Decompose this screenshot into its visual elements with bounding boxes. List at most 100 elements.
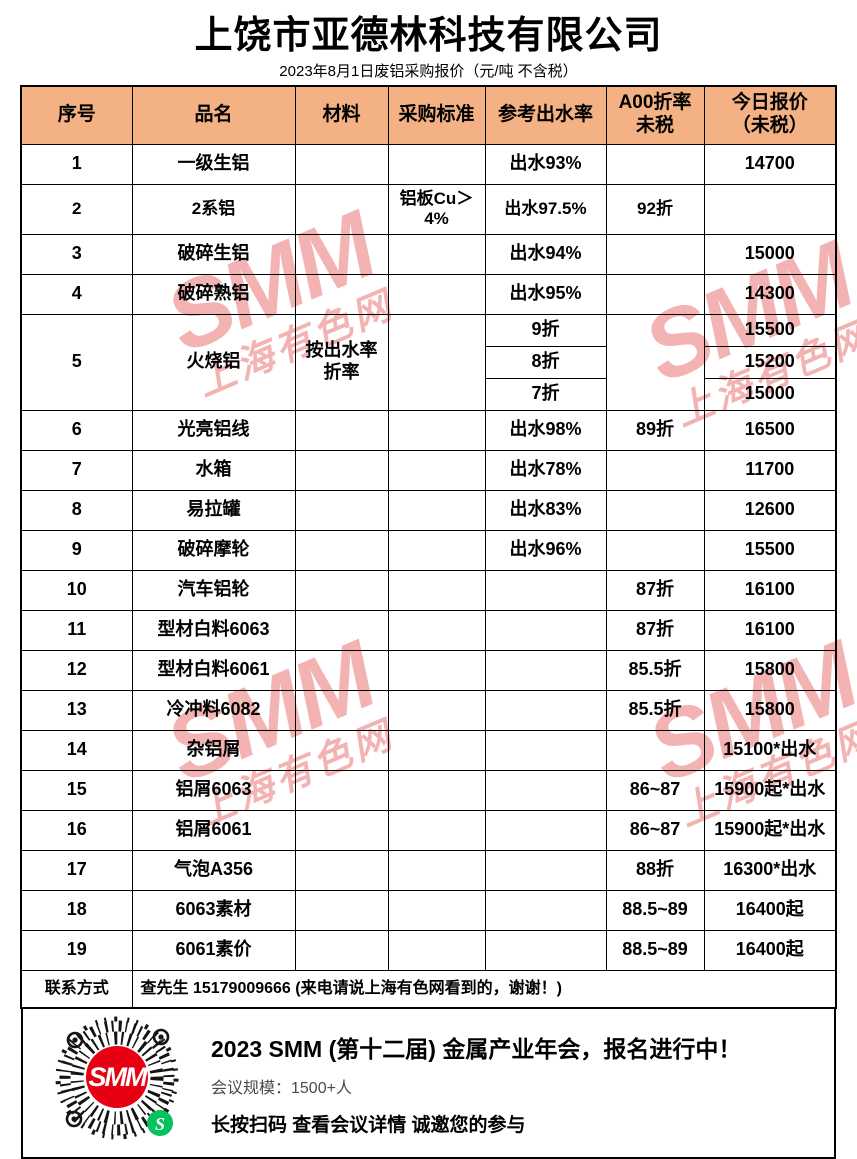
cell-price: 15800 xyxy=(703,689,837,731)
cell-name: 6063素材 xyxy=(131,889,296,931)
cell-material xyxy=(294,609,389,651)
cell-yield xyxy=(484,809,607,851)
cell-material xyxy=(294,489,389,531)
cell-no: 11 xyxy=(20,609,133,651)
table-row: 7 水箱 出水78% 11700 xyxy=(20,449,837,491)
cell-yield xyxy=(484,769,607,811)
table-row: 8折 15200 xyxy=(21,345,837,379)
cell-name: 型材白料6061 xyxy=(131,649,296,691)
cell-price: 15900起*出水 xyxy=(703,809,837,851)
cell-name: 破碎熟铝 xyxy=(131,273,296,315)
cell-material xyxy=(294,889,389,931)
cell-material xyxy=(294,649,389,691)
cell-standard xyxy=(387,649,486,691)
cell-standard xyxy=(387,609,486,651)
cell-price: 15500 xyxy=(703,313,837,347)
col-header-name: 品名 xyxy=(131,85,296,145)
cell-yield: 出水78% xyxy=(484,449,607,491)
cell-standard xyxy=(387,849,486,891)
table-row: 18 6063素材 88.5~89 16400起 xyxy=(20,889,837,931)
cell-no: 14 xyxy=(20,729,133,771)
table-row: 1 一级生铝 出水93% 14700 xyxy=(20,143,837,185)
cell-material xyxy=(294,809,389,851)
cell-standard xyxy=(387,233,486,275)
cell-yield: 8折 xyxy=(484,345,607,379)
cell-rate xyxy=(605,143,705,185)
cell-no: 6 xyxy=(20,409,133,451)
cell-rate xyxy=(605,233,705,275)
cell-rate: 88折 xyxy=(605,849,705,891)
cell-standard xyxy=(387,489,486,531)
cell-yield: 出水83% xyxy=(484,489,607,531)
cell-material xyxy=(294,569,389,611)
cell-standard xyxy=(387,769,486,811)
cell-yield: 出水93% xyxy=(484,143,607,185)
cell-rate: 85.5折 xyxy=(605,649,705,691)
cell-standard: 铝板Cu＞ 4% xyxy=(387,183,486,235)
cell-rate: 92折 xyxy=(605,183,705,235)
cell-material xyxy=(294,769,389,811)
smm-logo: SMM xyxy=(86,1045,150,1108)
cell-no: 10 xyxy=(20,569,133,611)
wechat-icon: S xyxy=(147,1109,173,1136)
contact-row: 联系方式 查先生 15179009666 (来电请说上海有色网看到的，谢谢！) xyxy=(20,969,837,1009)
cell-material xyxy=(294,689,389,731)
cell-price: 12600 xyxy=(703,489,837,531)
qr-bullseye-icons xyxy=(65,1028,170,1127)
page-title: 上饶市亚德林科技有限公司 xyxy=(194,15,663,57)
col-header-price: 今日报价 （未税） xyxy=(703,85,837,145)
cell-standard xyxy=(387,889,486,931)
cell-no: 12 xyxy=(20,649,133,691)
table-row: 13 冷冲料6082 85.5折 15800 xyxy=(20,689,837,731)
cell-price xyxy=(703,183,837,235)
cell-name: 气泡A356 xyxy=(131,849,296,891)
cell-yield: 出水95% xyxy=(484,273,607,315)
cell-standard xyxy=(387,529,486,571)
cell-yield xyxy=(484,889,607,931)
cell-yield: 7折 xyxy=(484,377,607,411)
cell-standard xyxy=(387,569,486,611)
price-table: 序号 品名 材料 采购标准 参考出水率 A00折率 未税 今日报价 （未税） 1… xyxy=(20,85,837,1009)
cell-standard xyxy=(387,689,486,731)
contact-label: 联系方式 xyxy=(20,969,133,1009)
table-row: 5 火烧铝 按出水率 折率 9折 15500 xyxy=(20,313,837,411)
cell-name: 易拉罐 xyxy=(131,489,296,531)
cell-no: 9 xyxy=(20,529,133,571)
cell-price: 15200 xyxy=(703,345,837,379)
cell-no: 2 xyxy=(20,183,133,235)
cell-yield xyxy=(484,569,607,611)
cell-price: 16100 xyxy=(703,569,837,611)
cell-standard xyxy=(387,143,486,185)
table-row: 14 杂铝屑 15100*出水 xyxy=(20,729,837,771)
header-row: 序号 品名 材料 采购标准 参考出水率 A00折率 未税 今日报价 （未税） xyxy=(20,85,837,145)
cell-material xyxy=(294,929,389,971)
cell-no: 17 xyxy=(20,849,133,891)
cell-rate: 86~87 xyxy=(605,809,705,851)
cell-no: 13 xyxy=(20,689,133,731)
cell-name: 铝屑6063 xyxy=(131,769,296,811)
qr-code-icon: SMM S xyxy=(55,1016,181,1151)
col-header-yield: 参考出水率 xyxy=(484,85,607,145)
cell-name: 冷冲料6082 xyxy=(131,689,296,731)
cell-yield: 出水96% xyxy=(484,529,607,571)
cell-name: 破碎摩轮 xyxy=(131,529,296,571)
cell-price: 14300 xyxy=(703,273,837,315)
table-row: 7折 15000 xyxy=(21,377,837,411)
cell-price: 15000 xyxy=(703,377,837,411)
mini-program-qr-icon: SMM S xyxy=(55,1016,179,1139)
cell-rate: 87折 xyxy=(605,569,705,611)
cell-yield xyxy=(484,609,607,651)
cell-rate: 85.5折 xyxy=(605,689,705,731)
title-block: 上饶市亚德林科技有限公司 2023年8月1日废铝采购报价（元/吨 不含税） xyxy=(0,0,857,81)
contact-value: 查先生 15179009666 (来电请说上海有色网看到的，谢谢！) xyxy=(131,969,837,1009)
cell-rate xyxy=(605,489,705,531)
cell-name: 光亮铝线 xyxy=(131,409,296,451)
table-row: 15 铝屑6063 86~87 15900起*出水 xyxy=(20,769,837,811)
cell-price: 15100*出水 xyxy=(703,729,837,771)
cell-price: 16400起 xyxy=(703,929,837,971)
cell-no: 3 xyxy=(20,233,133,275)
cell-yield: 出水97.5% xyxy=(484,183,607,235)
cell-yield xyxy=(484,689,607,731)
cell-name: 杂铝屑 xyxy=(131,729,296,771)
cell-yield xyxy=(484,929,607,971)
